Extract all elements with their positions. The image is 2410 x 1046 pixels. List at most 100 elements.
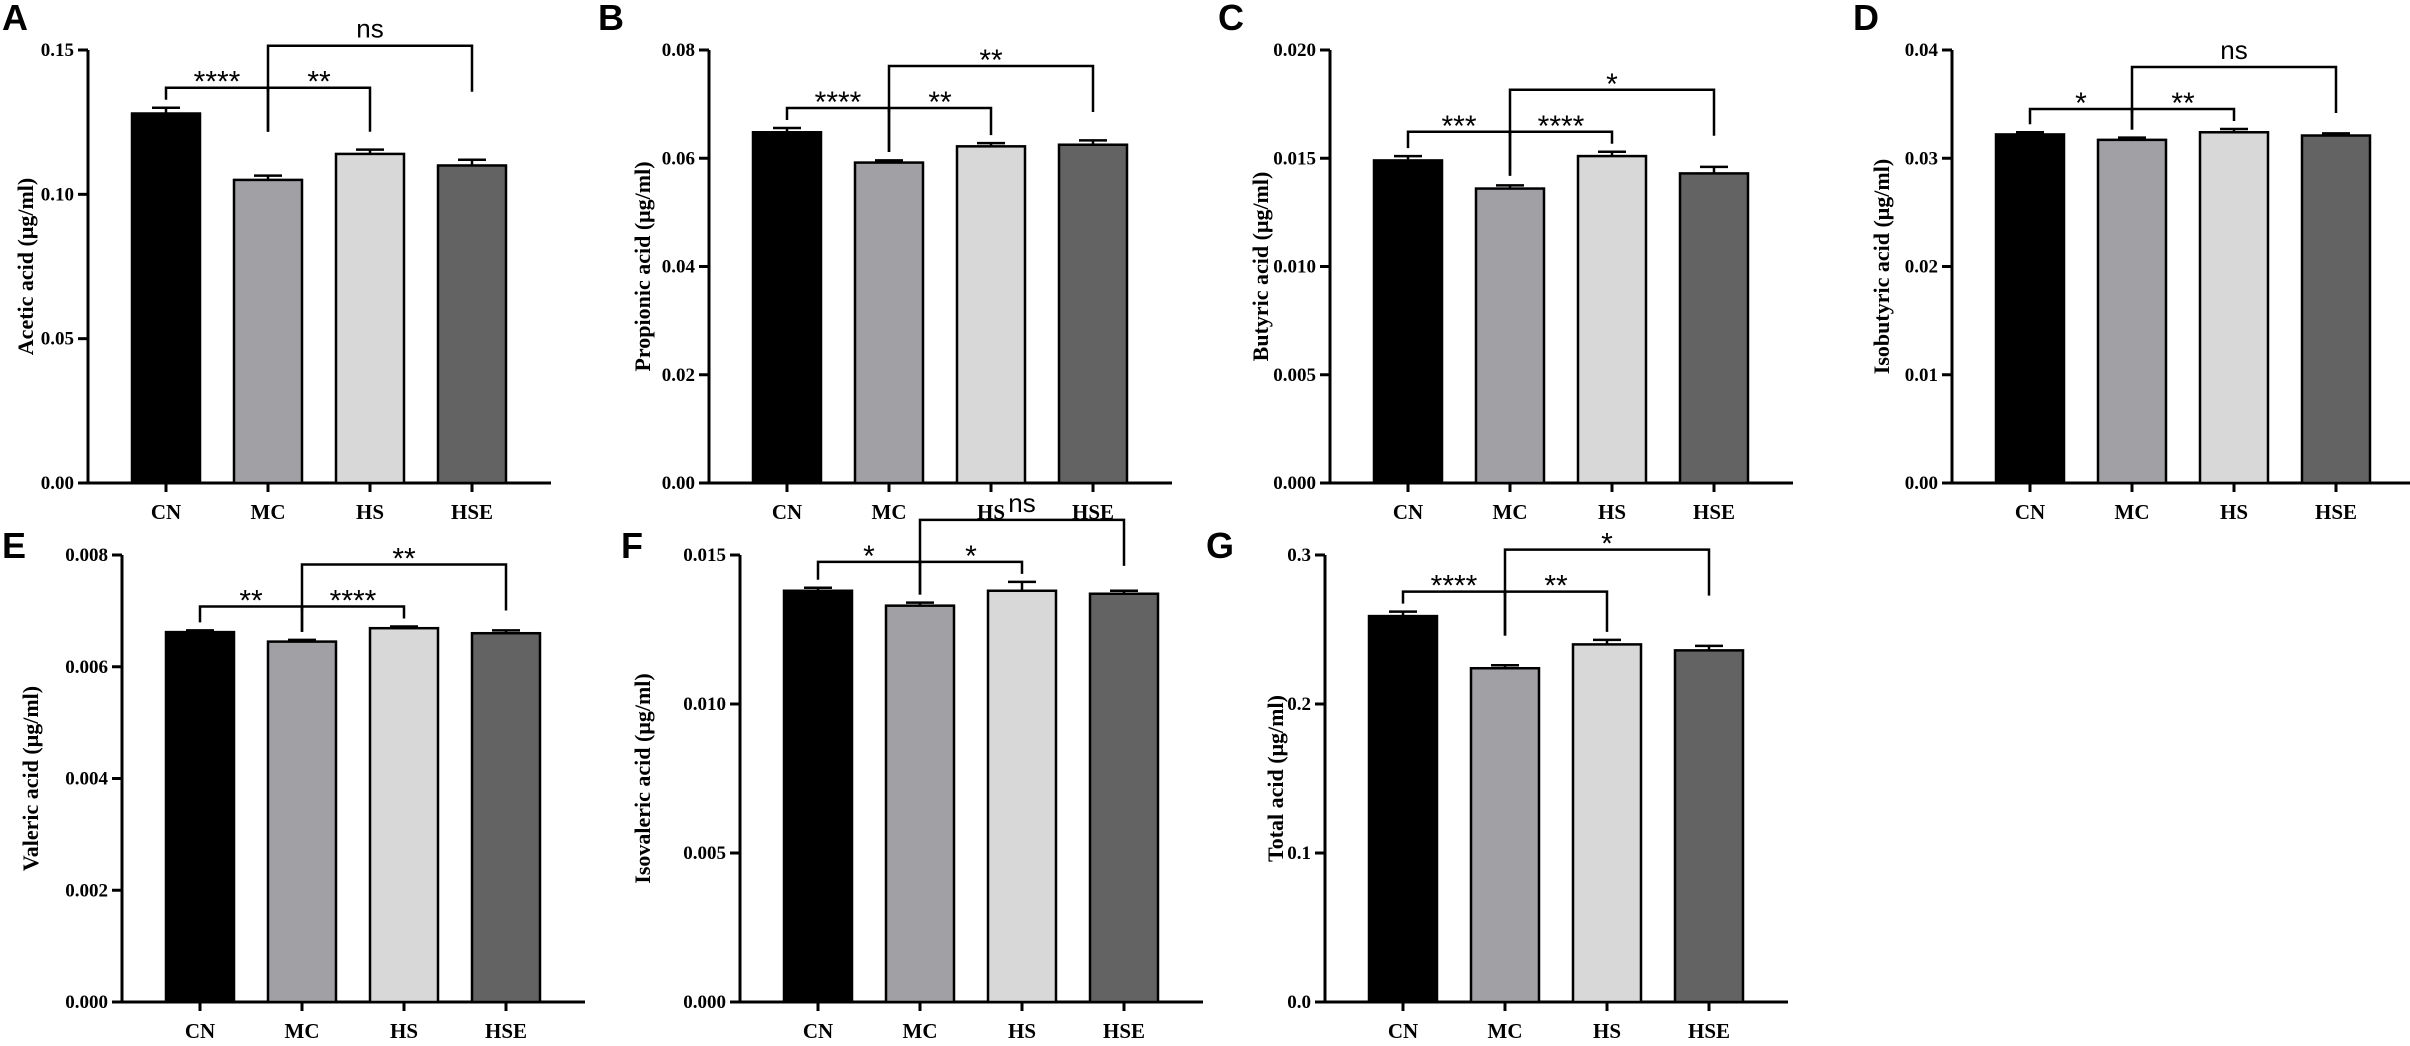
significance-label: **: [307, 66, 331, 99]
y-tick-label: 0.004: [65, 769, 108, 790]
x-tick-label: HSE: [1688, 1019, 1730, 1043]
significance-bracket: [918, 560, 1024, 595]
y-axis-label: Isobutyric acid (μg/ml): [1869, 159, 1894, 374]
bar-hse: [2300, 134, 2372, 485]
y-axis-label: Isovaleric acid (μg/ml): [630, 673, 655, 883]
x-tick-label: HS: [1008, 1019, 1036, 1043]
panel-letter: B: [598, 0, 624, 38]
bar-cn: [751, 131, 823, 485]
y-tick-label: 0.0: [1287, 992, 1311, 1013]
bar-hs: [334, 152, 406, 485]
panel-b: B 0.00 0.02 0.04 0.06 0.08 Propionic acid (μg/…: [598, 0, 1172, 524]
bar-cn: [1367, 614, 1439, 1004]
x-tick-label: HSE: [451, 500, 493, 524]
x-tick-label: MC: [1493, 500, 1528, 524]
y-tick-label: 0.008: [65, 545, 108, 566]
bar-hs: [955, 145, 1027, 485]
x-tick-label: MC: [285, 1019, 320, 1043]
significance-label: **: [392, 543, 416, 576]
bar-hse: [1057, 143, 1129, 485]
x-tick-label: HSE: [2315, 500, 2357, 524]
y-tick-label: 0.020: [1273, 40, 1316, 61]
y-tick-label: 0.000: [683, 992, 726, 1013]
x-tick-label: HS: [1593, 1019, 1621, 1043]
y-tick-label: 0.015: [683, 545, 726, 566]
bar-cn: [164, 630, 236, 1004]
y-tick-label: 0.005: [683, 843, 726, 864]
significance-label: **: [239, 585, 263, 618]
y-tick-label: 0.002: [65, 880, 108, 901]
y-tick-label: 0.005: [1273, 365, 1316, 386]
bar-cn: [1994, 133, 2066, 485]
significance-label: *: [863, 540, 875, 573]
panel-letter: G: [1206, 525, 1234, 566]
x-tick-label: MC: [2115, 500, 2150, 524]
bar-mc: [2096, 138, 2168, 485]
significance-label: ****: [194, 66, 241, 99]
panel-d: D 0.00 0.01 0.02 0.03 0.04 Isobutyric acid (μg…: [1853, 0, 2410, 524]
y-axis-label: Propionic acid (μg/ml): [630, 161, 655, 371]
bar-hse: [1673, 649, 1745, 1004]
x-tick-label: MC: [251, 500, 286, 524]
x-tick-label: HSE: [1693, 500, 1735, 524]
bar-hse: [436, 164, 508, 485]
significance-label: *: [965, 540, 977, 573]
bar-mc: [884, 604, 956, 1004]
y-tick-label: 0.010: [683, 694, 726, 715]
x-tick-label: MC: [1488, 1019, 1523, 1043]
y-tick-label: 0.3: [1287, 545, 1311, 566]
y-tick-label: 0.01: [1905, 365, 1938, 386]
bar-hs: [1576, 154, 1648, 485]
y-tick-label: 0.04: [662, 257, 696, 278]
significance-bracket: [918, 518, 1126, 566]
panel-e: E 0.000 0.002 0.004 0.006 0.008 Valeric acid (…: [2, 525, 585, 1043]
significance-bracket: [1503, 590, 1609, 636]
panel-letter: E: [2, 525, 26, 566]
x-tick-label: CN: [772, 500, 802, 524]
significance-bracket: [1508, 88, 1716, 136]
bar-hse: [1678, 172, 1750, 485]
x-tick-label: MC: [872, 500, 907, 524]
y-tick-label: 0.02: [1905, 257, 1938, 278]
y-tick-label: 0.10: [41, 184, 74, 205]
y-tick-label: 0.010: [1273, 257, 1316, 278]
significance-bracket: [1503, 548, 1711, 596]
y-tick-label: 0.000: [1273, 473, 1316, 494]
y-axis-label: Valeric acid (μg/ml): [18, 686, 43, 871]
x-tick-label: MC: [903, 1019, 938, 1043]
bar-mc: [1474, 187, 1546, 485]
significance-bracket: [266, 86, 372, 132]
y-tick-label: 0.15: [41, 40, 74, 61]
x-tick-label: HSE: [1103, 1019, 1145, 1043]
y-axis-label: Butyric acid (μg/ml): [1248, 172, 1273, 362]
x-tick-label: CN: [803, 1019, 833, 1043]
panel-f: F 0.000 0.005 0.010 0.015 Isovaleric acid (μg…: [621, 488, 1203, 1043]
bar-cn: [1372, 159, 1444, 485]
x-tick-label: HS: [390, 1019, 418, 1043]
panel-letter: D: [1853, 0, 1879, 38]
significance-bracket: [887, 106, 993, 152]
y-tick-label: 0.08: [662, 40, 695, 61]
significance-bracket: [887, 64, 1095, 112]
y-tick-label: 0.006: [65, 657, 108, 678]
bar-hs: [2198, 131, 2270, 485]
significance-bracket: [300, 605, 406, 632]
significance-label: *: [2075, 87, 2087, 120]
x-tick-label: HS: [356, 500, 384, 524]
x-tick-label: HS: [1598, 500, 1626, 524]
significance-label: ns: [2220, 35, 2247, 65]
bar-hse: [1088, 592, 1160, 1004]
y-tick-label: 0.000: [65, 992, 108, 1013]
y-tick-label: 0.00: [41, 473, 74, 494]
significance-label: **: [979, 44, 1003, 77]
y-axis-label: Acetic acid (μg/ml): [13, 178, 38, 355]
significance-bracket: [2130, 107, 2236, 130]
x-tick-label: CN: [185, 1019, 215, 1043]
bar-hs: [368, 626, 440, 1004]
significance-bracket: [300, 563, 508, 611]
y-tick-label: 0.2: [1287, 694, 1311, 715]
panel-letter: F: [621, 525, 643, 566]
y-tick-label: 0.03: [1905, 148, 1938, 169]
significance-label: ****: [330, 585, 377, 618]
